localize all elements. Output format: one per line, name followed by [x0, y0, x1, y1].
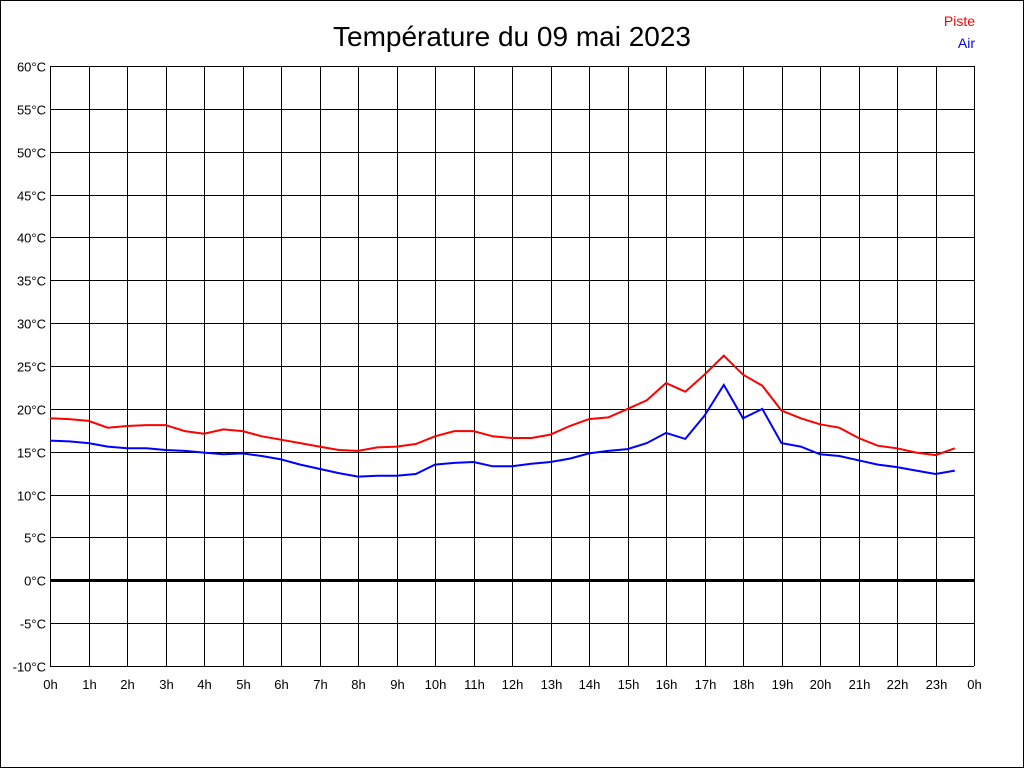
- x-tick-label: 15h: [618, 677, 640, 692]
- y-tick-label: 45°C: [17, 189, 46, 204]
- x-tick-label: 14h: [579, 677, 601, 692]
- y-tick-label: 35°C: [17, 274, 46, 289]
- x-tick-label: 20h: [810, 677, 832, 692]
- series-line-air: [49, 382, 955, 478]
- x-tick-label: 2h: [120, 677, 134, 692]
- x-tick-label: 9h: [390, 677, 404, 692]
- grid: 60°C 55°C 50°C 45°C 40°C 35°C 30°C 25°C 20°C 15°C…: [13, 60, 982, 693]
- x-tick-label: 11h: [464, 677, 485, 692]
- x-tick-label: 4h: [197, 677, 211, 692]
- y-tick-label: -5°C: [20, 617, 46, 632]
- x-tick-label: 3h: [159, 677, 173, 692]
- x-tick-label: 12h: [502, 677, 524, 692]
- x-tick-label: 8h: [351, 677, 365, 692]
- x-tick-label: 19h: [772, 677, 794, 692]
- y-tick-label: 20°C: [17, 403, 46, 418]
- series-line-piste: [49, 354, 956, 457]
- legend-item-air: Air: [958, 35, 975, 51]
- y-tick-label: 25°C: [17, 360, 46, 375]
- y-tick-label: 55°C: [17, 103, 46, 118]
- chart-title: Température du 09 mai 2023: [333, 21, 691, 52]
- y-tick-label: 30°C: [17, 317, 46, 332]
- x-tick-label: 16h: [656, 677, 678, 692]
- x-tick-label: 5h: [236, 677, 250, 692]
- x-tick-label: 7h: [313, 677, 327, 692]
- x-tick-label: 0h: [967, 677, 981, 692]
- series-lines: [49, 354, 956, 478]
- x-tick-label: 10h: [425, 677, 447, 692]
- x-tick-label: 1h: [82, 677, 96, 692]
- x-tick-label: 17h: [695, 677, 717, 692]
- x-tick-label: 13h: [541, 677, 563, 692]
- y-tick-label: 10°C: [17, 489, 46, 504]
- y-tick-label: 5°C: [24, 531, 46, 546]
- y-tick-label: 15°C: [17, 446, 46, 461]
- y-tick-label: 0°C: [24, 574, 46, 589]
- y-tick-label: 40°C: [17, 231, 46, 246]
- x-tick-label: 23h: [926, 677, 948, 692]
- x-tick-label: 0h: [43, 677, 57, 692]
- y-tick-label: 60°C: [17, 60, 46, 75]
- x-tick-label: 6h: [274, 677, 288, 692]
- x-tick-label: 18h: [733, 677, 755, 692]
- legend-item-piste: Piste: [944, 13, 975, 29]
- x-tick-label: 21h: [849, 677, 871, 692]
- legend: Piste Air: [944, 13, 975, 51]
- y-tick-label: -10°C: [13, 660, 46, 675]
- y-tick-label: 50°C: [17, 146, 46, 161]
- x-tick-label: 22h: [887, 677, 909, 692]
